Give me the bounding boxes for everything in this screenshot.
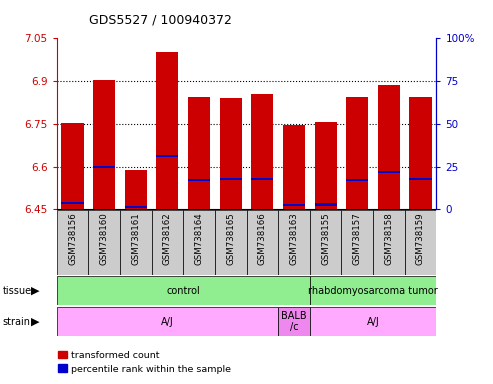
Bar — [341, 210, 373, 275]
Bar — [57, 276, 310, 305]
Bar — [310, 276, 436, 305]
Bar — [373, 210, 405, 275]
Bar — [283, 204, 305, 207]
Bar — [62, 202, 84, 204]
Text: strain: strain — [2, 316, 31, 327]
Bar — [188, 179, 210, 181]
Bar — [219, 178, 242, 180]
Bar — [188, 98, 210, 209]
Bar — [120, 210, 152, 275]
Bar — [57, 307, 278, 336]
Bar — [278, 210, 310, 275]
Text: control: control — [166, 286, 200, 296]
Bar — [62, 123, 84, 209]
Text: GSM738159: GSM738159 — [416, 212, 425, 265]
Text: GSM738160: GSM738160 — [100, 212, 108, 265]
Text: rhabdomyosarcoma tumor: rhabdomyosarcoma tumor — [308, 286, 438, 296]
Bar — [219, 98, 242, 209]
Text: tissue: tissue — [2, 286, 32, 296]
Bar — [125, 206, 147, 209]
Bar — [378, 84, 400, 209]
Text: ▶: ▶ — [31, 286, 40, 296]
Text: GDS5527 / 100940372: GDS5527 / 100940372 — [89, 13, 232, 26]
Text: BALB
/c: BALB /c — [281, 311, 307, 333]
Text: GSM738162: GSM738162 — [163, 212, 172, 265]
Bar — [310, 307, 436, 336]
Bar — [405, 210, 436, 275]
Text: A/J: A/J — [161, 316, 174, 327]
Bar — [156, 155, 178, 157]
Bar — [93, 166, 115, 168]
Legend: transformed count, percentile rank within the sample: transformed count, percentile rank withi… — [54, 347, 235, 377]
Bar — [215, 210, 246, 275]
Text: GSM738157: GSM738157 — [352, 212, 362, 265]
Text: GSM738156: GSM738156 — [68, 212, 77, 265]
Text: GSM738163: GSM738163 — [289, 212, 298, 265]
Bar — [246, 210, 278, 275]
Bar — [251, 94, 274, 209]
Bar — [251, 178, 274, 180]
Bar — [315, 203, 337, 205]
Bar — [346, 98, 368, 209]
Bar — [315, 122, 337, 209]
Text: ▶: ▶ — [31, 316, 40, 327]
Bar — [57, 210, 88, 275]
Text: GSM738164: GSM738164 — [195, 212, 204, 265]
Bar — [125, 170, 147, 209]
Text: A/J: A/J — [367, 316, 380, 327]
Text: GSM738166: GSM738166 — [258, 212, 267, 265]
Bar — [156, 52, 178, 209]
Text: GSM738161: GSM738161 — [131, 212, 141, 265]
Bar — [152, 210, 183, 275]
Bar — [346, 179, 368, 181]
Bar — [378, 170, 400, 173]
Bar — [310, 210, 341, 275]
Bar — [409, 178, 431, 180]
Bar — [283, 125, 305, 209]
Text: GSM738158: GSM738158 — [385, 212, 393, 265]
Text: GSM738155: GSM738155 — [321, 212, 330, 265]
Text: GSM738165: GSM738165 — [226, 212, 235, 265]
Bar — [93, 80, 115, 209]
Bar — [278, 307, 310, 336]
Bar — [88, 210, 120, 275]
Bar — [183, 210, 215, 275]
Bar — [409, 98, 431, 209]
